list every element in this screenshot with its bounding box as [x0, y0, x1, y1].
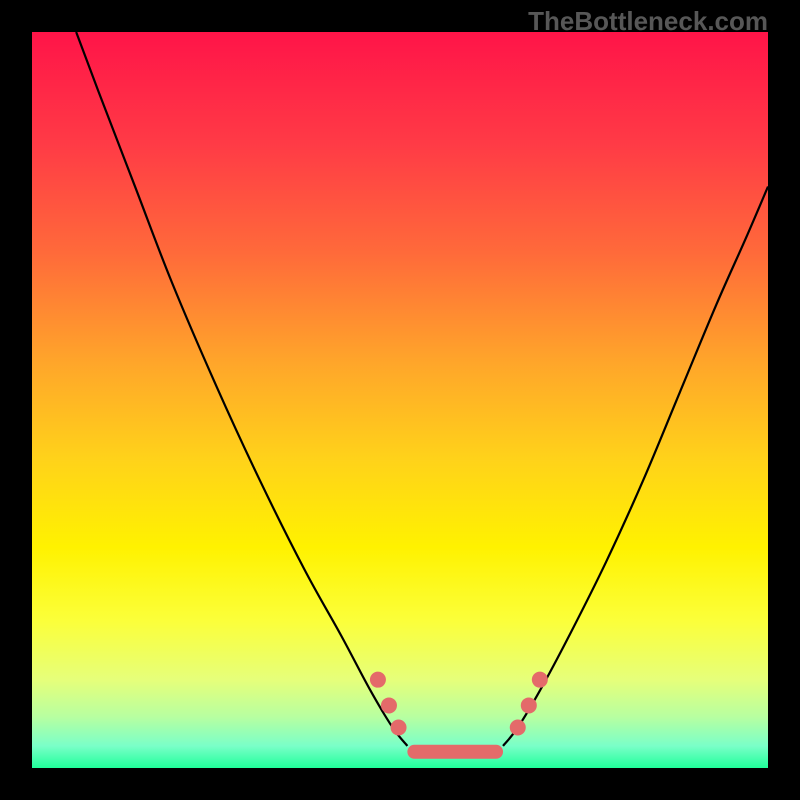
plot-area — [32, 32, 768, 768]
marker-dot — [532, 672, 548, 688]
marker-dot — [510, 720, 526, 736]
watermark-text: TheBottleneck.com — [528, 6, 768, 37]
marker-dot — [391, 720, 407, 736]
curve-left-branch — [76, 32, 407, 746]
marker-dot — [381, 697, 397, 713]
curve-markers — [370, 672, 548, 736]
marker-dot — [370, 672, 386, 688]
curve-svg — [32, 32, 768, 768]
marker-dot — [521, 697, 537, 713]
curve-flat-bottom — [407, 745, 503, 759]
curve-right-branch — [503, 187, 768, 746]
chart-container: TheBottleneck.com — [0, 0, 800, 800]
